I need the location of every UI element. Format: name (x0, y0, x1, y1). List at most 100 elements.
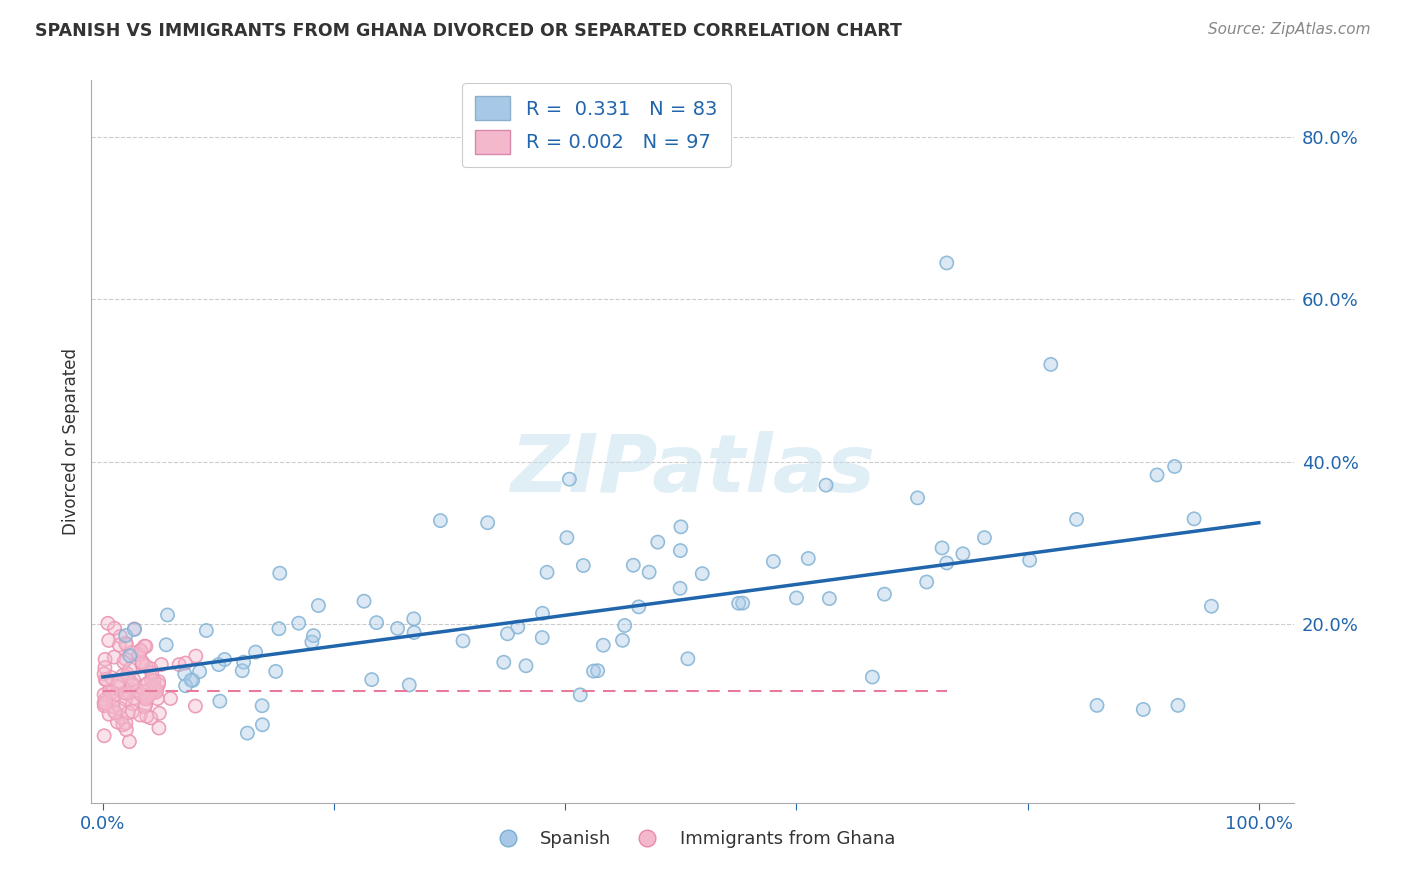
Point (148, 674, 170, 689)
Point (104, 706, 127, 720)
Point (93, 696, 115, 710)
Point (107, 676, 129, 690)
Point (115, 716, 138, 731)
Point (112, 655, 135, 669)
Point (676, 652, 699, 666)
Point (173, 667, 195, 681)
Point (250, 698, 273, 713)
Point (569, 688, 592, 702)
Point (515, 658, 537, 673)
Point (492, 655, 515, 669)
Point (146, 683, 169, 698)
Point (141, 673, 163, 687)
Point (127, 683, 149, 698)
Point (115, 716, 138, 731)
Point (108, 638, 131, 652)
Point (115, 723, 138, 737)
Point (302, 629, 325, 643)
Point (669, 520, 692, 534)
Point (135, 709, 157, 723)
Point (1167, 698, 1189, 713)
Point (569, 688, 592, 702)
Point (148, 677, 170, 691)
Point (572, 558, 595, 573)
Point (973, 531, 995, 545)
Point (104, 688, 127, 702)
Point (181, 673, 204, 688)
Point (250, 698, 273, 713)
Point (231, 664, 253, 678)
Point (96, 673, 118, 687)
Point (93, 729, 115, 743)
Point (558, 472, 581, 486)
Point (506, 620, 529, 634)
Point (114, 629, 136, 643)
Point (148, 706, 170, 721)
Point (174, 679, 197, 693)
Point (134, 691, 156, 706)
Point (173, 667, 195, 681)
Point (818, 591, 841, 606)
Point (115, 686, 138, 700)
Point (146, 683, 169, 698)
Point (104, 705, 127, 719)
Point (141, 665, 163, 680)
Point (1066, 512, 1088, 526)
Point (496, 627, 519, 641)
Point (531, 607, 554, 621)
Point (94, 673, 117, 687)
Point (387, 622, 409, 636)
Point (146, 691, 169, 706)
Point (129, 643, 152, 657)
Point (121, 676, 143, 690)
Point (592, 638, 614, 652)
Point (931, 541, 953, 555)
Point (136, 683, 159, 698)
Point (134, 691, 156, 706)
Point (134, 684, 156, 698)
Point (252, 717, 274, 731)
Point (307, 599, 329, 613)
Point (136, 676, 159, 690)
Text: SPANISH VS IMMIGRANTS FROM GHANA DIVORCED OR SEPARATED CORRELATION CHART: SPANISH VS IMMIGRANTS FROM GHANA DIVORCE… (35, 22, 903, 40)
Point (232, 655, 254, 669)
Point (93, 698, 115, 713)
Point (814, 478, 837, 492)
Point (93, 667, 115, 681)
Point (451, 634, 474, 648)
Point (195, 624, 218, 638)
Point (96, 673, 118, 687)
Point (366, 615, 388, 630)
Point (94, 652, 117, 666)
Point (135, 690, 157, 704)
Point (907, 491, 929, 505)
Point (115, 686, 138, 700)
Point (128, 648, 150, 662)
Point (1182, 512, 1205, 526)
Point (621, 558, 644, 573)
Point (873, 587, 896, 601)
Point (301, 635, 323, 649)
Point (121, 676, 143, 690)
Point (118, 648, 141, 663)
Point (612, 633, 634, 648)
Point (531, 631, 554, 645)
Point (638, 565, 661, 579)
Point (860, 670, 883, 684)
Point (139, 711, 162, 725)
Point (93, 729, 115, 743)
Point (104, 688, 127, 702)
Point (129, 708, 152, 723)
Point (115, 636, 138, 650)
Point (143, 681, 166, 696)
Point (558, 472, 581, 486)
Point (114, 629, 136, 643)
Point (613, 618, 636, 632)
Point (114, 686, 136, 700)
Point (647, 535, 669, 549)
Point (136, 691, 159, 706)
Point (136, 690, 159, 704)
Point (1085, 698, 1108, 713)
Point (111, 717, 134, 731)
Point (174, 656, 197, 670)
